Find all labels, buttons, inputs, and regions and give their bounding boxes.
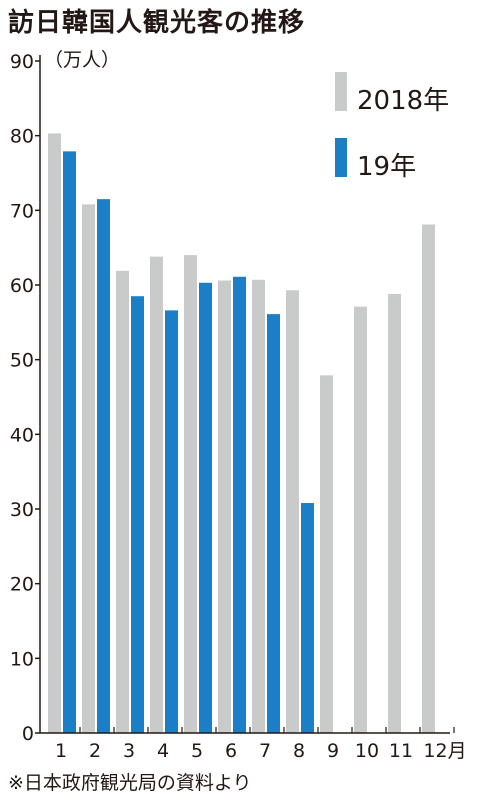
y-tick-label: 10 [10,648,34,670]
bar-2019-month-7 [267,314,280,733]
x-tick-label: 10 [355,740,379,762]
legend: 2018年 19年 [335,72,449,182]
y-tick-label: 70 [10,200,34,222]
bar-2018-month-2 [82,204,95,734]
x-tick-label: 6 [225,740,237,762]
x-tick-label: 7 [259,740,271,762]
y-axis-unit-label: （万人） [44,49,120,71]
legend-swatch-19 [335,138,347,177]
x-tick-label: 8 [293,740,305,762]
y-tick-label: 0 [22,723,34,745]
x-axis-ticks: 1 2 3 4 5 6 7 8 9 10 11 12月 [55,727,467,762]
bars [48,133,435,734]
x-tick-label: 5 [191,740,203,762]
bar-2019-month-8 [301,503,314,733]
bar-2018-month-6 [218,280,231,733]
bar-2019-month-1 [63,151,76,733]
x-tick-label: 12月 [423,740,466,762]
x-tick-label: 2 [89,740,101,762]
x-tick-label: 9 [327,740,339,762]
bar-2018-month-10 [354,306,367,733]
y-tick-label: 50 [10,350,34,372]
bar-2018-month-8 [286,290,299,733]
bar-2019-month-5 [199,282,212,733]
x-tick-label: 4 [157,740,169,762]
y-tick-label: 90 [10,51,34,73]
legend-swatch-2018 [335,72,347,111]
bar-2018-month-9 [320,375,333,733]
bar-2019-month-3 [131,296,144,733]
bar-2018-month-1 [48,133,61,734]
bar-2019-month-6 [233,276,246,733]
bar-2018-month-5 [184,255,197,733]
legend-label-19: 19年 [357,152,416,182]
bar-2018-month-11 [388,293,401,733]
x-tick-label: 1 [55,740,67,762]
y-tick-label: 60 [10,275,34,297]
bar-2018-month-3 [116,270,129,733]
legend-label-2018: 2018年 [357,86,449,116]
bar-2018-month-4 [150,256,163,733]
source-note: ※日本政府観光局の資料より [8,772,252,794]
x-tick-label: 3 [123,740,135,762]
x-tick-label: 11 [389,740,413,762]
bar-2018-month-7 [252,279,265,733]
y-tick-label: 20 [10,574,34,596]
bar-2018-month-12 [422,224,435,733]
y-tick-label: 40 [10,424,34,446]
y-tick-label: 30 [10,499,34,521]
chart-title: 訪日韓国人観光客の推移 [8,8,306,38]
bar-2019-month-2 [97,199,110,734]
y-axis-ticks: 90 80 70 60 50 40 30 20 10 0 [10,51,40,745]
y-tick-label: 80 [10,126,34,148]
bar-2019-month-4 [165,310,178,733]
